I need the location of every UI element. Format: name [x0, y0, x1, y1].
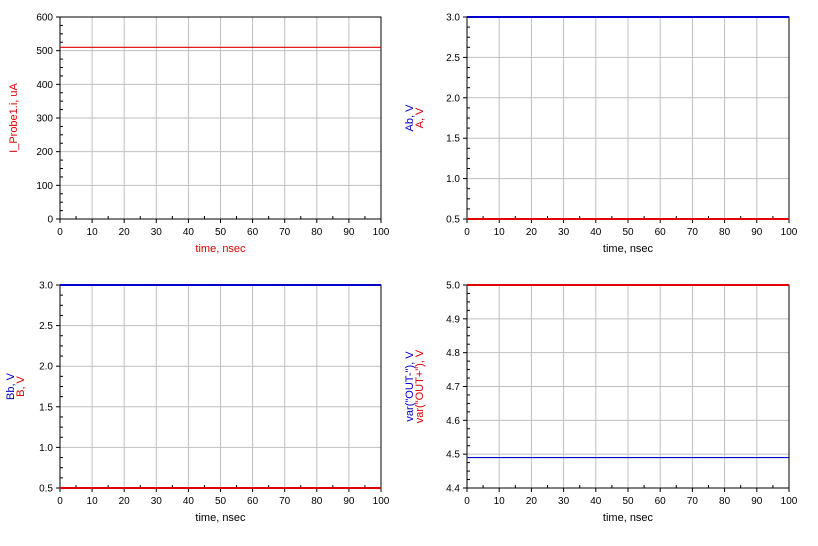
y-tick-label: 2.5 — [446, 53, 460, 64]
y-tick-label: 600 — [36, 13, 53, 24]
y-axis-label: var("OUT+"), V — [414, 349, 426, 423]
y-tick-label: 4.4 — [446, 484, 460, 495]
x-tick-label: 90 — [751, 227, 763, 238]
y-tick-label: 4.5 — [446, 450, 460, 461]
x-tick-label: 70 — [687, 496, 699, 507]
plot-panel-2: 0 10 20 30 40 50 60 70 80 90 100 0.5 1.0 1.5 2.0 2.5 3.0… — [404, 13, 798, 256]
x-tick-label: 50 — [215, 227, 227, 238]
x-axis-label: time, nsec — [195, 512, 246, 524]
x-tick-label: 10 — [494, 227, 506, 238]
x-tick-label: 60 — [655, 496, 667, 507]
y-tick-label: 1.0 — [446, 174, 460, 185]
y-tick-label: 300 — [36, 114, 53, 125]
x-tick-label: 30 — [151, 227, 163, 238]
x-tick-label: 60 — [247, 496, 259, 507]
y-tick-label: 1.0 — [39, 443, 53, 454]
x-tick-label: 20 — [526, 496, 538, 507]
x-tick-label: 10 — [87, 227, 99, 238]
x-tick-label: 50 — [215, 496, 227, 507]
y-axis-label: A, V — [414, 107, 426, 128]
x-tick-label: 80 — [311, 496, 323, 507]
plot-panel-4: 0 10 20 30 40 50 60 70 80 90 100 4.4 4.5 4.6 4.7 4.8 4.9… — [404, 281, 798, 525]
y-tick-label: 4.8 — [446, 348, 460, 359]
y-tick-label: 500 — [36, 46, 53, 57]
x-tick-label: 0 — [464, 227, 470, 238]
y-tick-label: 1.5 — [446, 134, 460, 145]
x-tick-label: 70 — [279, 496, 291, 507]
x-tick-label: 0 — [464, 496, 470, 507]
x-tick-label: 80 — [311, 227, 323, 238]
x-tick-label: 50 — [622, 227, 634, 238]
y-tick-label: 4.9 — [446, 314, 460, 325]
y-tick-label: 2.0 — [39, 362, 53, 373]
plot-frame — [59, 16, 382, 220]
y-tick-label: 100 — [36, 181, 53, 192]
x-axis-label: time, nsec — [195, 243, 246, 255]
x-tick-label: 70 — [279, 227, 291, 238]
y-tick-label: 2.0 — [446, 93, 460, 104]
y-axis-label: B, V — [15, 375, 27, 396]
x-axis-label: time, nsec — [603, 243, 654, 255]
x-tick-label: 30 — [151, 496, 163, 507]
y-tick-label: 3.0 — [446, 13, 460, 24]
x-tick-label: 90 — [343, 496, 355, 507]
y-tick-label: 4.7 — [446, 382, 460, 393]
y-tick-label: 3.0 — [39, 281, 53, 292]
plot-panel-1: 0 10 20 30 40 50 60 70 80 90 100 0 100 200 300 400 500 60… — [8, 13, 390, 256]
y-tick-label: 0.5 — [446, 215, 460, 226]
x-tick-label: 80 — [719, 227, 731, 238]
y-tick-label: 400 — [36, 80, 53, 91]
x-tick-label: 40 — [590, 227, 602, 238]
y-tick-label: 5.0 — [446, 281, 460, 292]
x-tick-label: 20 — [119, 227, 131, 238]
x-tick-label: 0 — [57, 496, 63, 507]
x-axis-label: time, nsec — [603, 512, 654, 524]
x-tick-label: 100 — [781, 227, 798, 238]
y-axis-label: var("OUT-"), V — [404, 351, 416, 422]
y-tick-label: 1.5 — [39, 402, 53, 413]
x-tick-label: 30 — [558, 227, 570, 238]
x-tick-label: 20 — [119, 496, 131, 507]
y-tick-label: 0 — [47, 215, 53, 226]
y-axis-label: Ab, V — [404, 104, 416, 132]
x-tick-label: 40 — [183, 496, 195, 507]
x-tick-label: 40 — [590, 496, 602, 507]
x-tick-label: 70 — [687, 227, 699, 238]
x-tick-label: 0 — [57, 227, 63, 238]
x-tick-label: 90 — [751, 496, 763, 507]
x-tick-label: 60 — [247, 227, 259, 238]
y-tick-label: 200 — [36, 147, 53, 158]
x-tick-label: 60 — [655, 227, 667, 238]
plot-panel-3: 0 10 20 30 40 50 60 70 80 90 100 0.5 1.0 1.5 2.0 2.5 3.0… — [5, 281, 390, 525]
x-tick-label: 10 — [87, 496, 99, 507]
x-tick-label: 40 — [183, 227, 195, 238]
x-tick-label: 80 — [719, 496, 731, 507]
x-tick-label: 100 — [781, 496, 798, 507]
y-tick-label: 2.5 — [39, 321, 53, 332]
y-axis-label: Bb, V — [5, 372, 17, 400]
x-tick-label: 20 — [526, 227, 538, 238]
y-tick-label: 0.5 — [39, 484, 53, 495]
x-tick-label: 90 — [343, 227, 355, 238]
x-tick-label: 50 — [622, 496, 634, 507]
y-axis-label: I_Probe1.i, uA — [8, 82, 20, 152]
y-tick-label: 4.6 — [446, 416, 460, 427]
x-tick-label: 10 — [494, 496, 506, 507]
x-tick-label: 30 — [558, 496, 570, 507]
x-tick-label: 100 — [373, 496, 390, 507]
x-tick-label: 100 — [373, 227, 390, 238]
